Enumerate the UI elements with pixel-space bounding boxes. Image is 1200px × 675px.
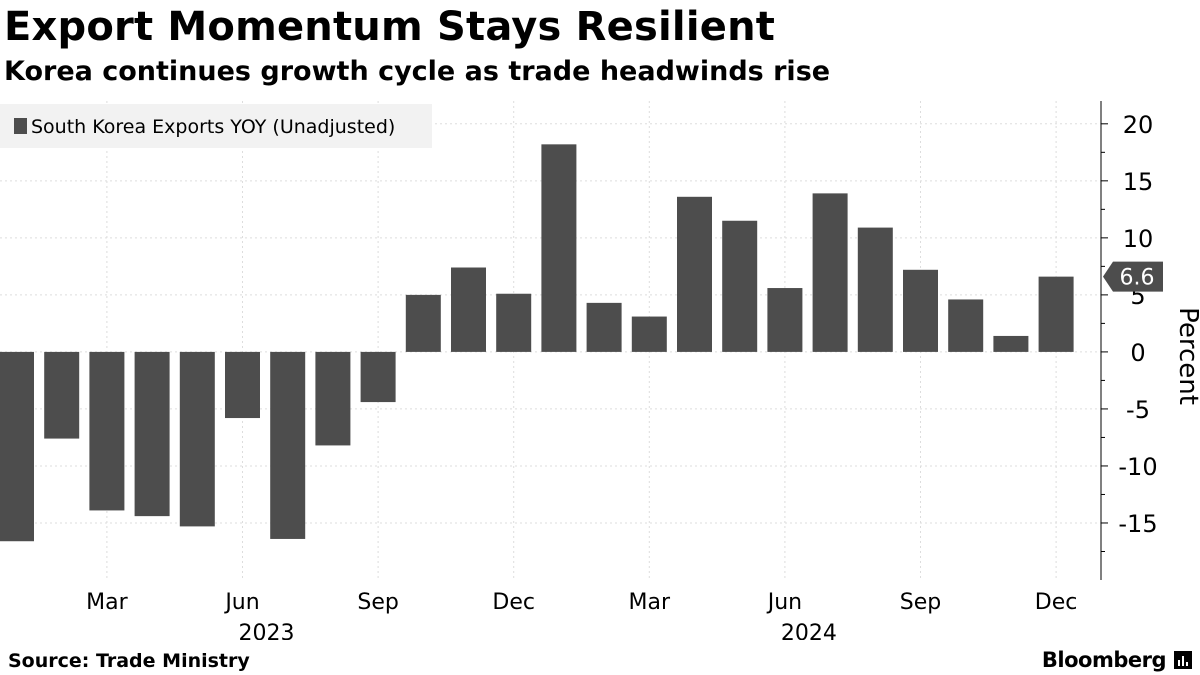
bloomberg-logo: Bloomberg: [1041, 648, 1167, 672]
chart-subtitle: Korea continues growth cycle as trade he…: [4, 56, 831, 87]
x-tick-label: Mar: [629, 590, 671, 615]
bloomberg-terminal-icon: [1174, 651, 1192, 669]
legend-label: South Korea Exports YOY (Unadjusted): [31, 116, 395, 138]
bar-2023-05: [179, 351, 215, 527]
y-tick-label: -10: [1118, 453, 1157, 481]
x-tick-label: Sep: [357, 590, 398, 615]
y-tick-label: 20: [1123, 111, 1154, 139]
x-year-label: 2024: [781, 621, 837, 640]
y-tick-label: 15: [1123, 168, 1154, 196]
bar-2023-07: [270, 351, 306, 539]
bar-2024-09: [903, 269, 938, 352]
bar-2024-03: [631, 316, 667, 352]
bar-2024-01: [541, 144, 577, 352]
legend-swatch: [14, 118, 27, 134]
y-tick-label: -5: [1126, 396, 1150, 424]
bar-2024-11: [993, 335, 1029, 352]
bar-2023-11: [451, 267, 486, 352]
bar-2023-09: [360, 351, 396, 403]
bar-2024-02: [586, 302, 622, 352]
bar-2023-04: [134, 351, 170, 517]
bar-2023-06: [225, 351, 260, 419]
bar-2024-04: [677, 196, 712, 352]
x-year-label: 2023: [239, 621, 295, 640]
x-tick-label: Sep: [900, 590, 941, 615]
y-tick-label: -15: [1118, 510, 1157, 538]
bar-2024-10: [948, 299, 984, 352]
last-value-callout-label: 6.6: [1120, 266, 1155, 291]
x-tick-label: Mar: [86, 590, 128, 615]
bar-2023-03: [89, 351, 125, 511]
bar-2023-08: [315, 351, 351, 446]
bar-2023-02: [44, 351, 80, 439]
chart-title: Export Momentum Stays Resilient: [4, 4, 776, 50]
y-tick-label: 0: [1130, 339, 1145, 367]
bar-2024-07: [812, 193, 848, 352]
bar-2024-06: [767, 288, 803, 352]
last-value-callout: [1103, 261, 1163, 292]
y-axis-label: Percent: [1173, 307, 1200, 405]
x-tick-label: Dec: [1035, 590, 1078, 615]
bar-2023-01: [0, 351, 34, 542]
bar-2024-12: [1038, 276, 1074, 352]
x-tick-label: Dec: [492, 590, 535, 615]
bar-2024-05: [722, 220, 758, 352]
bar-2024-08: [857, 227, 893, 352]
bar-2023-10: [405, 294, 441, 352]
y-tick-label: 10: [1123, 225, 1154, 253]
x-tick-label: Jun: [766, 590, 802, 615]
source-note: Source: Trade Ministry: [8, 650, 250, 672]
legend-box: [0, 104, 432, 148]
x-tick-label: Jun: [223, 590, 259, 615]
bar-2023-12: [496, 293, 532, 352]
